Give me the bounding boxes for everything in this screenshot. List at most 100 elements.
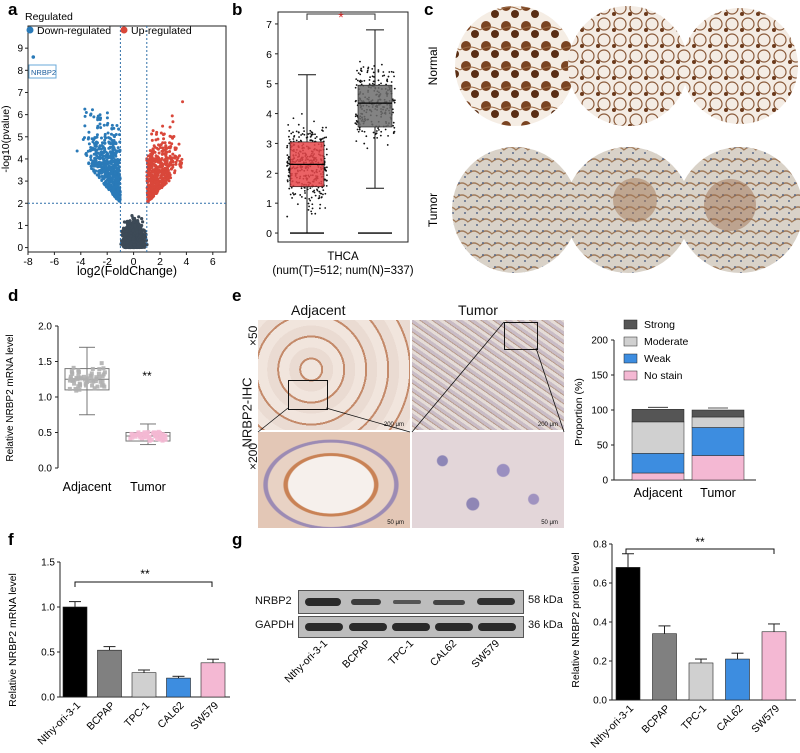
- lane-label: Nthy-ori-3-1: [282, 638, 330, 685]
- mrna-boxplot: 0.0 0.5 1.0 1.5 2.0 Adjacent Tumor ** Relati…: [5, 322, 171, 494]
- jitter-point: [320, 192, 323, 195]
- point-down: [89, 155, 93, 159]
- jitter-point: [372, 131, 375, 134]
- panel-label-e: e: [232, 286, 242, 305]
- band: [435, 623, 473, 631]
- point-down: [94, 142, 98, 146]
- volcano-plot: -8 -6 -4 -2 0 2 4 6 0 1 2 3 4 5 6 7 8 9 Regulated Down-r…: [0, 11, 227, 278]
- jitter-point: [307, 133, 310, 135]
- data-point: [142, 434, 147, 439]
- point-down: [115, 192, 119, 196]
- data-point: [97, 375, 102, 380]
- point-up: [150, 132, 154, 136]
- jitter-point: [380, 130, 383, 133]
- jitter-point: [377, 129, 380, 131]
- volcano-y-ticks: 0 1 2 3 4 5 6 7 8 9: [17, 44, 28, 254]
- jitter-point: [288, 158, 290, 161]
- jitter-point: [393, 99, 396, 102]
- legend-title: Regulated: [25, 11, 73, 23]
- jitter-point: [288, 187, 291, 190]
- point-up: [174, 155, 178, 159]
- x-tick-label: CAL62: [714, 703, 745, 734]
- point-ns: [119, 239, 124, 243]
- jitter-point: [360, 67, 363, 70]
- point-ns: [142, 228, 146, 233]
- point-up: [156, 147, 160, 151]
- jitter-point: [308, 205, 310, 208]
- jitter-point: [375, 130, 378, 132]
- point-ns: [137, 215, 141, 219]
- point-up: [145, 174, 149, 178]
- jitter-point: [296, 203, 299, 206]
- mrna-ylabel: Relative NRBP2 mRNA level: [5, 334, 16, 461]
- point-down: [87, 130, 91, 134]
- point-up: [171, 152, 175, 156]
- data-point: [99, 361, 104, 366]
- data-point: [67, 378, 72, 383]
- point-down: [83, 124, 87, 128]
- jitter-point: [303, 186, 306, 189]
- jitter-point: [372, 71, 375, 74]
- jitter-point: [286, 215, 289, 218]
- point-up: [146, 171, 150, 175]
- point-down: [110, 179, 114, 183]
- x-label-adjacent: Adjacent: [63, 480, 112, 494]
- data-point: [160, 438, 165, 443]
- data-point: [154, 434, 159, 439]
- legend-swatch: [623, 336, 638, 347]
- point-down: [105, 116, 109, 120]
- jitter-point: [393, 87, 396, 90]
- y-tick-label: 4: [17, 154, 23, 165]
- point-down: [112, 194, 116, 198]
- point-down: [103, 183, 107, 187]
- point-up: [181, 100, 185, 104]
- data-point: [152, 432, 157, 437]
- panel-label-a: a: [8, 0, 18, 19]
- jitter-point: [391, 98, 394, 101]
- jitter-point: [390, 70, 393, 73]
- jitter-point: [286, 160, 289, 163]
- sig-marker: **: [142, 369, 152, 383]
- jitter-point: [361, 80, 363, 83]
- y-tick-label: 5: [266, 79, 272, 91]
- point-up: [151, 129, 155, 133]
- protein-x-labels: Nthy-ori-3-1 BCPAP TPC-1 CAL62 SW579: [588, 703, 782, 751]
- point-down: [110, 159, 114, 163]
- y-tick-label: 1: [17, 221, 23, 232]
- jitter-point: [361, 130, 364, 133]
- jitter-point: [391, 108, 394, 111]
- x-tick-label: -4: [76, 256, 85, 268]
- jitter-point: [293, 135, 296, 137]
- point-down: [103, 132, 107, 136]
- data-point: [146, 430, 151, 435]
- y-tick-label: 8: [17, 66, 23, 77]
- point-down: [98, 157, 102, 161]
- point-up: [152, 194, 156, 198]
- y-tick-label: 150: [591, 371, 608, 382]
- jitter-point: [367, 67, 369, 70]
- x-tick-label: BCPAP: [640, 703, 673, 736]
- jitter-point: [287, 135, 290, 138]
- point-up: [159, 179, 163, 183]
- point-up: [168, 149, 172, 153]
- point-ns: [142, 235, 146, 239]
- point-up: [175, 158, 179, 162]
- x-tick-label: Nthy-ori-3-1: [35, 700, 83, 748]
- point-up: [148, 192, 152, 196]
- western-blot: NRBP2 GAPDH 58 kDa 36 kDa Nthy-ori-3-1 BC…: [236, 590, 566, 750]
- stacked-segment: [631, 421, 685, 454]
- point-up: [178, 159, 182, 163]
- jitter-point: [307, 202, 310, 205]
- point-up: [162, 182, 166, 186]
- x-tick-label: 0: [131, 256, 137, 268]
- point-down: [105, 111, 109, 115]
- data-point: [96, 371, 101, 376]
- point-up: [157, 151, 161, 155]
- point-down: [104, 154, 108, 158]
- point-ns: [122, 237, 127, 241]
- point-up: [158, 184, 162, 188]
- point-down: [98, 144, 102, 148]
- point-up: [156, 137, 160, 141]
- point-down: [105, 171, 109, 175]
- point-up: [160, 149, 164, 153]
